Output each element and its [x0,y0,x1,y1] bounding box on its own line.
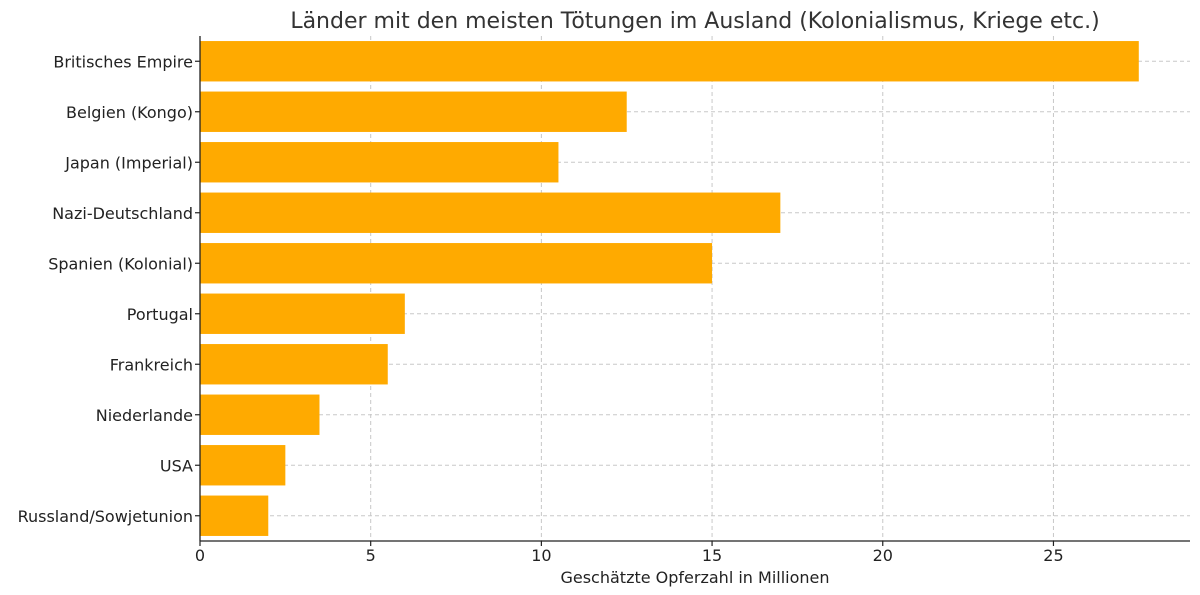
y-tick-label-3: Nazi-Deutschland [52,204,193,223]
x-axis-label: Geschätzte Opferzahl in Millionen [560,568,829,587]
y-tick-label-0: Britisches Empire [53,52,193,71]
y-tick-label-9: Russland/Sowjetunion [18,507,193,526]
bar-3 [200,192,781,233]
y-tick-label-4: Spanien (Kolonial) [48,254,193,273]
y-tick-label-6: Frankreich [110,355,193,374]
bar-8 [200,445,286,486]
chart-title: Länder mit den meisten Tötungen im Ausla… [290,9,1099,34]
x-tick-label-5: 25 [1043,546,1063,565]
y-tick-label-1: Belgien (Kongo) [66,103,193,122]
axes [195,36,1190,546]
y-tick-label-7: Niederlande [96,406,193,425]
x-tick-label-2: 10 [531,546,551,565]
y-tick-label-8: USA [160,456,193,475]
bar-1 [200,91,627,132]
bar-4 [200,243,713,284]
x-tick-label-4: 20 [873,546,893,565]
y-tick-label-2: Japan (Imperial) [64,153,193,172]
bar-9 [200,495,269,536]
bar-6 [200,344,388,385]
bar-0 [200,41,1139,82]
x-tick-label-0: 0 [195,546,205,565]
x-tick-label-3: 15 [702,546,722,565]
bar-5 [200,293,405,334]
bars [200,41,1139,536]
x-tick-label-1: 5 [366,546,376,565]
y-tick-labels: Britisches Empire Belgien (Kongo) Japan (I… [18,52,193,526]
bar-2 [200,142,559,183]
bar-7 [200,394,320,435]
y-tick-label-5: Portugal [127,305,193,324]
x-tick-labels: 0 5 10 15 20 25 [195,546,1064,565]
